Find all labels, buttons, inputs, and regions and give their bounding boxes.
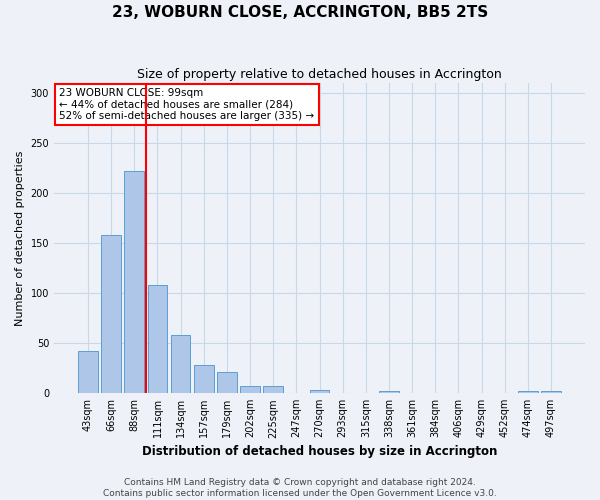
Text: 23, WOBURN CLOSE, ACCRINGTON, BB5 2TS: 23, WOBURN CLOSE, ACCRINGTON, BB5 2TS xyxy=(112,5,488,20)
Text: Contains HM Land Registry data © Crown copyright and database right 2024.
Contai: Contains HM Land Registry data © Crown c… xyxy=(103,478,497,498)
Bar xyxy=(194,365,214,393)
Bar xyxy=(518,391,538,393)
Bar xyxy=(541,391,561,393)
Title: Size of property relative to detached houses in Accrington: Size of property relative to detached ho… xyxy=(137,68,502,80)
Bar xyxy=(310,390,329,393)
Bar xyxy=(148,285,167,393)
Bar xyxy=(240,386,260,393)
Bar xyxy=(171,335,190,393)
Bar xyxy=(217,372,237,393)
Y-axis label: Number of detached properties: Number of detached properties xyxy=(15,150,25,326)
Bar xyxy=(263,386,283,393)
Bar xyxy=(101,235,121,393)
Bar xyxy=(379,391,399,393)
Bar xyxy=(124,171,144,393)
X-axis label: Distribution of detached houses by size in Accrington: Distribution of detached houses by size … xyxy=(142,444,497,458)
Bar xyxy=(78,351,98,393)
Text: 23 WOBURN CLOSE: 99sqm
← 44% of detached houses are smaller (284)
52% of semi-de: 23 WOBURN CLOSE: 99sqm ← 44% of detached… xyxy=(59,88,314,121)
